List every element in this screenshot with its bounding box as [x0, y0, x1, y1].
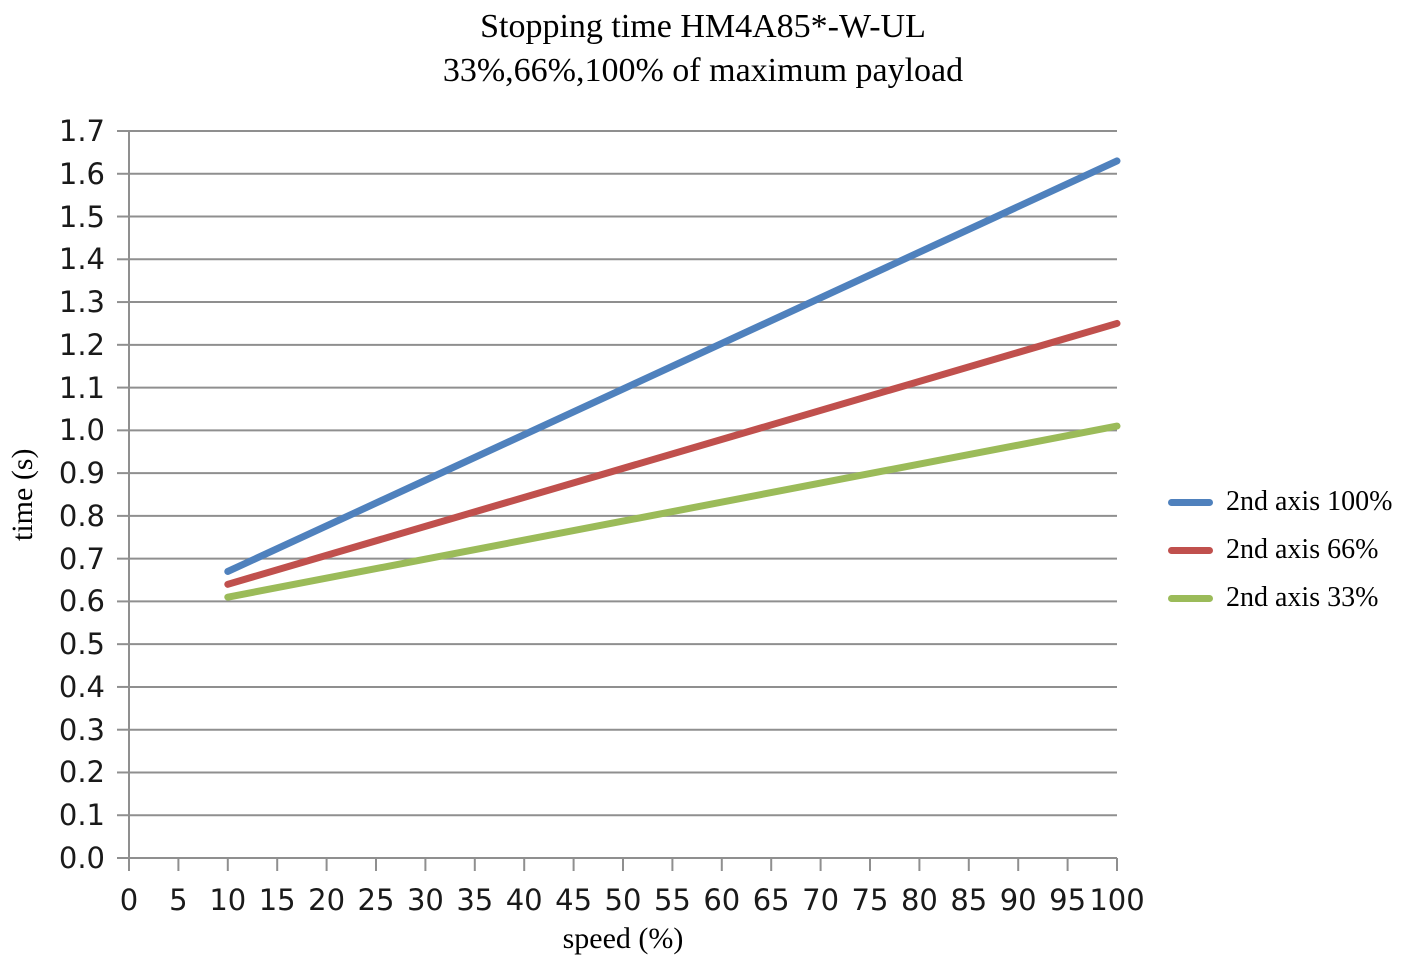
x-tick-label: 65	[752, 883, 790, 917]
x-tick-label: 40	[505, 883, 543, 917]
series-line-1	[224, 319, 1121, 588]
legend: 2nd axis 100% 2nd axis 66% 2nd axis 33%	[1168, 478, 1392, 622]
x-tick-label: 0	[119, 883, 139, 917]
x-tick-label: 35	[456, 883, 494, 917]
legend-line-swatch	[1168, 498, 1213, 506]
x-tick-label: 70	[802, 883, 840, 917]
y-tick-label: 0.6	[58, 584, 105, 619]
series-line-2	[224, 422, 1121, 601]
series-line-0	[224, 157, 1121, 575]
y-tick-label: 1.2	[58, 327, 105, 362]
x-tick-label: 100	[1089, 883, 1145, 917]
y-tick-label: 0.1	[58, 798, 105, 833]
y-tick-label: 1.6	[58, 156, 105, 191]
y-tick-label: 1.4	[58, 242, 105, 277]
legend-item: 2nd axis 100%	[1168, 478, 1392, 526]
x-tick-label: 85	[950, 883, 988, 917]
legend-item: 2nd axis 33%	[1168, 574, 1392, 622]
y-tick-label: 0.9	[58, 456, 105, 491]
x-tick-label: 45	[555, 883, 593, 917]
y-tick-label: 1.5	[58, 199, 105, 234]
x-tick-label: 80	[900, 883, 938, 917]
legend-line-swatch	[1168, 546, 1213, 554]
y-tick-label: 1.3	[58, 285, 105, 320]
legend-label: 2nd axis 66%	[1226, 534, 1379, 565]
x-tick-label: 60	[703, 883, 741, 917]
y-tick-label: 1.7	[58, 114, 105, 148]
y-tick-label: 0.0	[58, 841, 105, 875]
legend-label: 2nd axis 100%	[1226, 486, 1393, 517]
y-tick-label: 1.0	[58, 413, 105, 448]
x-tick-label: 15	[258, 883, 296, 917]
y-tick-label: 0.5	[58, 627, 105, 662]
y-tick-label: 0.3	[58, 712, 105, 747]
x-tick-label: 50	[604, 883, 642, 917]
x-tick-label: 90	[999, 883, 1037, 917]
chart-title: Stopping time HM4A85*-W-UL	[480, 8, 926, 45]
x-tick-label: 10	[209, 883, 247, 917]
y-tick-label: 0.4	[58, 669, 105, 704]
x-tick-label: 30	[406, 883, 444, 917]
legend-label: 2nd axis 33%	[1226, 582, 1379, 613]
y-tick-label: 0.7	[58, 541, 105, 576]
x-tick-label: 95	[1049, 883, 1087, 917]
chart-subtitle: 33%,66%,100% of maximum payload	[442, 52, 964, 89]
x-axis-title: speed (%)	[562, 922, 684, 955]
x-tick-label: 25	[357, 883, 395, 917]
x-tick-label: 55	[653, 883, 691, 917]
x-tick-label: 5	[169, 883, 188, 917]
x-tick-label: 20	[308, 883, 346, 917]
legend-item: 2nd axis 66%	[1168, 526, 1392, 574]
y-tick-label: 0.8	[58, 498, 105, 533]
x-tick-label: 75	[851, 883, 889, 917]
y-tick-label: 1.1	[58, 370, 105, 405]
legend-line-swatch	[1168, 594, 1213, 602]
y-tick-label: 0.2	[58, 755, 105, 790]
